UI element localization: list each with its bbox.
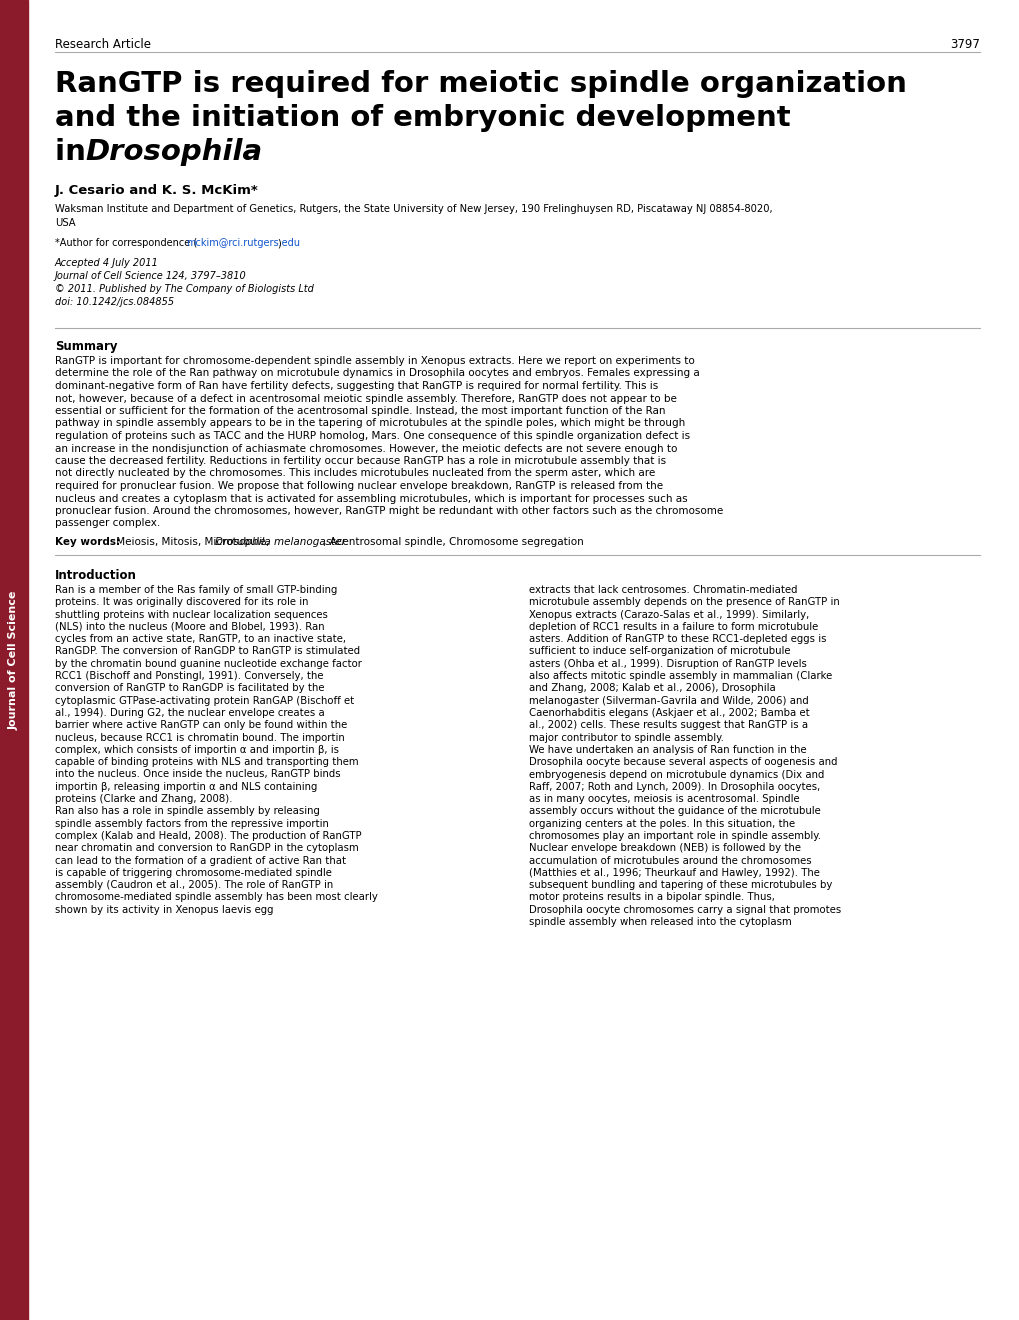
Text: Journal of Cell Science: Journal of Cell Science [9, 590, 19, 730]
Text: Ran is a member of the Ras family of small GTP-binding: Ran is a member of the Ras family of sma… [55, 585, 337, 595]
Text: essential or sufficient for the formation of the acentrosomal spindle. Instead, : essential or sufficient for the formatio… [55, 407, 664, 416]
Text: accumulation of microtubules around the chromosomes: accumulation of microtubules around the … [529, 855, 811, 866]
Text: Waksman Institute and Department of Genetics, Rutgers, the State University of N: Waksman Institute and Department of Gene… [55, 205, 771, 214]
Text: Nuclear envelope breakdown (NEB) is followed by the: Nuclear envelope breakdown (NEB) is foll… [529, 843, 801, 853]
Text: Research Article: Research Article [55, 38, 151, 51]
Text: Caenorhabditis elegans (Askjaer et al., 2002; Bamba et: Caenorhabditis elegans (Askjaer et al., … [529, 708, 809, 718]
Text: Accepted 4 July 2011: Accepted 4 July 2011 [55, 257, 159, 268]
Text: motor proteins results in a bipolar spindle. Thus,: motor proteins results in a bipolar spin… [529, 892, 774, 903]
Text: spindle assembly when released into the cytoplasm: spindle assembly when released into the … [529, 917, 792, 927]
Text: chromosomes play an important role in spindle assembly.: chromosomes play an important role in sp… [529, 832, 820, 841]
Text: into the nucleus. Once inside the nucleus, RanGTP binds: into the nucleus. Once inside the nucleu… [55, 770, 340, 780]
Text: *Author for correspondence (: *Author for correspondence ( [55, 238, 197, 248]
Text: embryogenesis depend on microtubule dynamics (Dix and: embryogenesis depend on microtubule dyna… [529, 770, 824, 780]
Text: an increase in the nondisjunction of achiasmate chromosomes. However, the meioti: an increase in the nondisjunction of ach… [55, 444, 677, 454]
Text: complex (Kalab and Heald, 2008). The production of RanGTP: complex (Kalab and Heald, 2008). The pro… [55, 832, 362, 841]
Text: RanGTP is important for chromosome-dependent spindle assembly in Xenopus extract: RanGTP is important for chromosome-depen… [55, 356, 694, 366]
Text: Summary: Summary [55, 341, 117, 352]
Text: assembly (Caudron et al., 2005). The role of RanGTP in: assembly (Caudron et al., 2005). The rol… [55, 880, 333, 890]
Text: assembly occurs without the guidance of the microtubule: assembly occurs without the guidance of … [529, 807, 820, 816]
Text: and Zhang, 2008; Kalab et al., 2006), Drosophila: and Zhang, 2008; Kalab et al., 2006), Dr… [529, 684, 775, 693]
Text: cytoplasmic GTPase-activating protein RanGAP (Bischoff et: cytoplasmic GTPase-activating protein Ra… [55, 696, 354, 706]
Text: Drosophila melanogaster: Drosophila melanogaster [215, 537, 345, 546]
Text: Xenopus extracts (Carazo-Salas et al., 1999). Similarly,: Xenopus extracts (Carazo-Salas et al., 1… [529, 610, 809, 619]
Text: as in many oocytes, meiosis is acentrosomal. Spindle: as in many oocytes, meiosis is acentroso… [529, 795, 799, 804]
Text: chromosome-mediated spindle assembly has been most clearly: chromosome-mediated spindle assembly has… [55, 892, 377, 903]
Text: nucleus, because RCC1 is chromatin bound. The importin: nucleus, because RCC1 is chromatin bound… [55, 733, 344, 743]
Text: extracts that lack centrosomes. Chromatin-mediated: extracts that lack centrosomes. Chromati… [529, 585, 797, 595]
Text: J. Cesario and K. S. McKim*: J. Cesario and K. S. McKim* [55, 183, 259, 197]
Text: not, however, because of a defect in acentrosomal meiotic spindle assembly. Ther: not, however, because of a defect in ace… [55, 393, 677, 404]
Text: asters. Addition of RanGTP to these RCC1-depleted eggs is: asters. Addition of RanGTP to these RCC1… [529, 634, 826, 644]
Text: importin β, releasing importin α and NLS containing: importin β, releasing importin α and NLS… [55, 781, 317, 792]
Text: is capable of triggering chromosome-mediated spindle: is capable of triggering chromosome-medi… [55, 869, 331, 878]
Text: melanogaster (Silverman-Gavrila and Wilde, 2006) and: melanogaster (Silverman-Gavrila and Wild… [529, 696, 808, 706]
Text: proteins. It was originally discovered for its role in: proteins. It was originally discovered f… [55, 597, 308, 607]
Text: © 2011. Published by The Company of Biologists Ltd: © 2011. Published by The Company of Biol… [55, 284, 314, 294]
Text: shown by its activity in Xenopus laevis egg: shown by its activity in Xenopus laevis … [55, 904, 273, 915]
Text: pronuclear fusion. Around the chromosomes, however, RanGTP might be redundant wi: pronuclear fusion. Around the chromosome… [55, 506, 722, 516]
Text: Key words:: Key words: [55, 537, 120, 546]
Text: pathway in spindle assembly appears to be in the tapering of microtubules at the: pathway in spindle assembly appears to b… [55, 418, 685, 429]
Text: and the initiation of embryonic development: and the initiation of embryonic developm… [55, 104, 790, 132]
Text: passenger complex.: passenger complex. [55, 519, 160, 528]
Text: microtubule assembly depends on the presence of RanGTP in: microtubule assembly depends on the pres… [529, 597, 840, 607]
Text: cause the decreased fertility. Reductions in fertility occur because RanGTP has : cause the decreased fertility. Reduction… [55, 455, 665, 466]
Text: regulation of proteins such as TACC and the HURP homolog, Mars. One consequence : regulation of proteins such as TACC and … [55, 432, 690, 441]
Bar [0, 0, 28, 1320]
Text: RCC1 (Bischoff and Ponstingl, 1991). Conversely, the: RCC1 (Bischoff and Ponstingl, 1991). Con… [55, 671, 323, 681]
Text: Drosophila: Drosophila [85, 139, 262, 166]
Text: near chromatin and conversion to RanGDP in the cytoplasm: near chromatin and conversion to RanGDP … [55, 843, 359, 853]
Text: determine the role of the Ran pathway on microtubule dynamics in Drosophila oocy: determine the role of the Ran pathway on… [55, 368, 699, 379]
Text: (NLS) into the nucleus (Moore and Blobel, 1993). Ran: (NLS) into the nucleus (Moore and Blobel… [55, 622, 324, 632]
Text: subsequent bundling and tapering of these microtubules by: subsequent bundling and tapering of thes… [529, 880, 833, 890]
Text: Ran also has a role in spindle assembly by releasing: Ran also has a role in spindle assembly … [55, 807, 320, 816]
Text: We have undertaken an analysis of Ran function in the: We have undertaken an analysis of Ran fu… [529, 744, 806, 755]
Text: mckim@rci.rutgers.edu: mckim@rci.rutgers.edu [185, 238, 300, 248]
Text: Raff, 2007; Roth and Lynch, 2009). In Drosophila oocytes,: Raff, 2007; Roth and Lynch, 2009). In Dr… [529, 781, 820, 792]
Text: shuttling proteins with nuclear localization sequences: shuttling proteins with nuclear localiza… [55, 610, 327, 619]
Text: conversion of RanGTP to RanGDP is facilitated by the: conversion of RanGTP to RanGDP is facili… [55, 684, 324, 693]
Text: spindle assembly factors from the repressive importin: spindle assembly factors from the repres… [55, 818, 328, 829]
Text: major contributor to spindle assembly.: major contributor to spindle assembly. [529, 733, 723, 743]
Text: Journal of Cell Science 124, 3797–3810: Journal of Cell Science 124, 3797–3810 [55, 271, 247, 281]
Text: , Acentrosomal spindle, Chromosome segregation: , Acentrosomal spindle, Chromosome segre… [323, 537, 583, 546]
Text: (Matthies et al., 1996; Theurkauf and Hawley, 1992). The: (Matthies et al., 1996; Theurkauf and Ha… [529, 869, 819, 878]
Text: al., 2002) cells. These results suggest that RanGTP is a: al., 2002) cells. These results suggest … [529, 721, 808, 730]
Text: USA: USA [55, 218, 75, 228]
Text: Introduction: Introduction [55, 569, 137, 582]
Text: not directly nucleated by the chromosomes. This includes microtubules nucleated : not directly nucleated by the chromosome… [55, 469, 654, 479]
Text: barrier where active RanGTP can only be found within the: barrier where active RanGTP can only be … [55, 721, 346, 730]
Text: sufficient to induce self-organization of microtubule: sufficient to induce self-organization o… [529, 647, 790, 656]
Text: depletion of RCC1 results in a failure to form microtubule: depletion of RCC1 results in a failure t… [529, 622, 818, 632]
Text: 3797: 3797 [949, 38, 979, 51]
Text: cycles from an active state, RanGTP, to an inactive state,: cycles from an active state, RanGTP, to … [55, 634, 345, 644]
Text: RanGDP. The conversion of RanGDP to RanGTP is stimulated: RanGDP. The conversion of RanGDP to RanG… [55, 647, 360, 656]
Text: in: in [55, 139, 96, 166]
Text: Meiosis, Mitosis, Microtubule,: Meiosis, Mitosis, Microtubule, [113, 537, 272, 546]
Text: ): ) [277, 238, 280, 248]
Text: capable of binding proteins with NLS and transporting them: capable of binding proteins with NLS and… [55, 758, 359, 767]
Text: Drosophila oocyte chromosomes carry a signal that promotes: Drosophila oocyte chromosomes carry a si… [529, 904, 841, 915]
Text: al., 1994). During G2, the nuclear envelope creates a: al., 1994). During G2, the nuclear envel… [55, 708, 324, 718]
Text: doi: 10.1242/jcs.084855: doi: 10.1242/jcs.084855 [55, 297, 174, 308]
Text: RanGTP is required for meiotic spindle organization: RanGTP is required for meiotic spindle o… [55, 70, 906, 98]
Text: required for pronuclear fusion. We propose that following nuclear envelope break: required for pronuclear fusion. We propo… [55, 480, 662, 491]
Text: dominant-negative form of Ran have fertility defects, suggesting that RanGTP is : dominant-negative form of Ran have ferti… [55, 381, 657, 391]
Text: by the chromatin bound guanine nucleotide exchange factor: by the chromatin bound guanine nucleotid… [55, 659, 362, 669]
Text: Drosophila oocyte because several aspects of oogenesis and: Drosophila oocyte because several aspect… [529, 758, 838, 767]
Text: asters (Ohba et al., 1999). Disruption of RanGTP levels: asters (Ohba et al., 1999). Disruption o… [529, 659, 807, 669]
Text: also affects mitotic spindle assembly in mammalian (Clarke: also affects mitotic spindle assembly in… [529, 671, 832, 681]
Text: nucleus and creates a cytoplasm that is activated for assembling microtubules, w: nucleus and creates a cytoplasm that is … [55, 494, 687, 503]
Text: complex, which consists of importin α and importin β, is: complex, which consists of importin α an… [55, 744, 338, 755]
Text: can lead to the formation of a gradient of active Ran that: can lead to the formation of a gradient … [55, 855, 345, 866]
Text: organizing centers at the poles. In this situation, the: organizing centers at the poles. In this… [529, 818, 795, 829]
Text: proteins (Clarke and Zhang, 2008).: proteins (Clarke and Zhang, 2008). [55, 795, 232, 804]
